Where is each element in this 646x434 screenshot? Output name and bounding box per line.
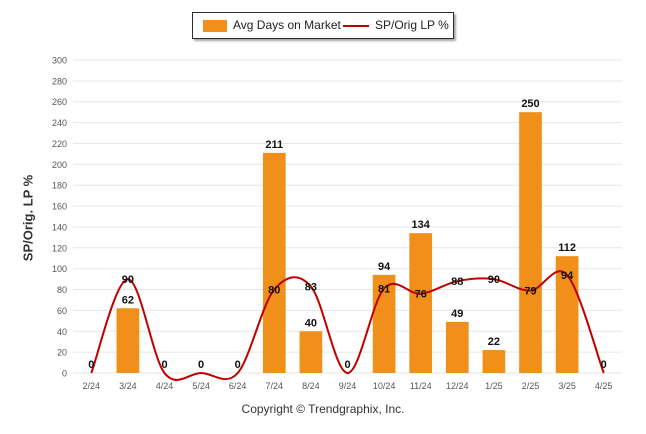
x-tick-label: 12/24: [446, 381, 469, 391]
bar: [116, 308, 140, 373]
x-tick-label: 11/24: [410, 381, 432, 391]
copyright-credit: Copyright © Trendgraphix, Inc.: [241, 402, 405, 416]
legend: Avg Days on Market SP/Orig LP %: [192, 12, 454, 39]
x-tick-label: 2/25: [522, 381, 540, 391]
y-tick-label: 260: [52, 97, 67, 107]
line-data-label: 94: [561, 270, 574, 282]
bar-data-label: 0: [198, 359, 204, 371]
bar-data-label: 62: [122, 294, 134, 306]
y-tick-label: 40: [57, 327, 67, 337]
y-tick-label: 100: [52, 264, 67, 274]
bar-data-label: 22: [488, 336, 500, 348]
y-tick-label: 20: [57, 348, 67, 358]
line-data-label: 79: [524, 286, 536, 298]
legend-bar-swatch: [203, 20, 227, 32]
line-data-label: 90: [122, 274, 134, 286]
y-tick-label: 120: [52, 243, 67, 253]
y-tick-label: 220: [52, 139, 67, 149]
line-data-label: 83: [305, 281, 317, 293]
x-tick-label: 9/24: [339, 381, 357, 391]
x-tick-label: 3/25: [558, 381, 576, 391]
y-tick-label: 80: [57, 285, 67, 295]
bar-data-label: 49: [451, 308, 463, 320]
line-data-label: 76: [415, 289, 427, 301]
bar-data-label: 112: [558, 242, 576, 254]
y-axis-title: SP/Orig. LP %: [20, 174, 36, 262]
y-tick-label: 240: [52, 118, 67, 128]
bar: [262, 152, 286, 373]
x-tick-label: 10/24: [373, 381, 396, 391]
bar-data-label: 250: [521, 98, 539, 110]
y-tick-label: 200: [52, 160, 67, 170]
y-tick-label: 300: [52, 56, 67, 66]
y-tick-label: 60: [57, 306, 67, 316]
bar: [299, 331, 323, 373]
line-data-label: 88: [451, 276, 463, 288]
x-tick-label: 8/24: [302, 381, 320, 391]
y-tick-label: 160: [52, 202, 67, 212]
x-tick-label: 5/24: [192, 381, 210, 391]
bar-data-label: 40: [305, 317, 317, 329]
x-tick-label: 7/24: [266, 381, 284, 391]
x-tick-label: 3/24: [119, 381, 137, 391]
bar-data-label: 134: [412, 219, 431, 231]
y-tick-label: 180: [52, 181, 67, 191]
line-data-label: 80: [268, 285, 280, 297]
x-tick-label: 4/25: [595, 381, 613, 391]
bar-data-label: 0: [88, 359, 94, 371]
bar-data-label: 0: [601, 359, 607, 371]
y-tick-label: 280: [52, 76, 67, 86]
bar: [482, 350, 506, 373]
legend-bar-label: Avg Days on Market: [233, 18, 341, 32]
bar-data-label: 0: [344, 359, 350, 371]
line-data-label: 81: [378, 283, 390, 295]
bar-data-label: 0: [235, 359, 241, 371]
bar-data-label: 211: [265, 139, 283, 151]
y-tick-label: 0: [62, 369, 67, 379]
bar: [445, 321, 469, 373]
x-tick-label: 2/24: [83, 381, 101, 391]
bar: [519, 112, 542, 374]
y-tick-label: 140: [52, 222, 67, 232]
bar-data-label: 0: [161, 359, 167, 371]
x-tick-label: 6/24: [229, 381, 247, 391]
legend-line-swatch: [343, 25, 369, 27]
x-tick-label: 1/25: [485, 381, 503, 391]
series-line: [90, 270, 605, 381]
legend-line-label: SP/Orig LP %: [375, 18, 449, 32]
bar-data-label: 94: [378, 261, 391, 273]
bar: [409, 233, 433, 373]
line-data-label: 90: [488, 274, 500, 286]
x-tick-label: 4/24: [156, 381, 174, 391]
